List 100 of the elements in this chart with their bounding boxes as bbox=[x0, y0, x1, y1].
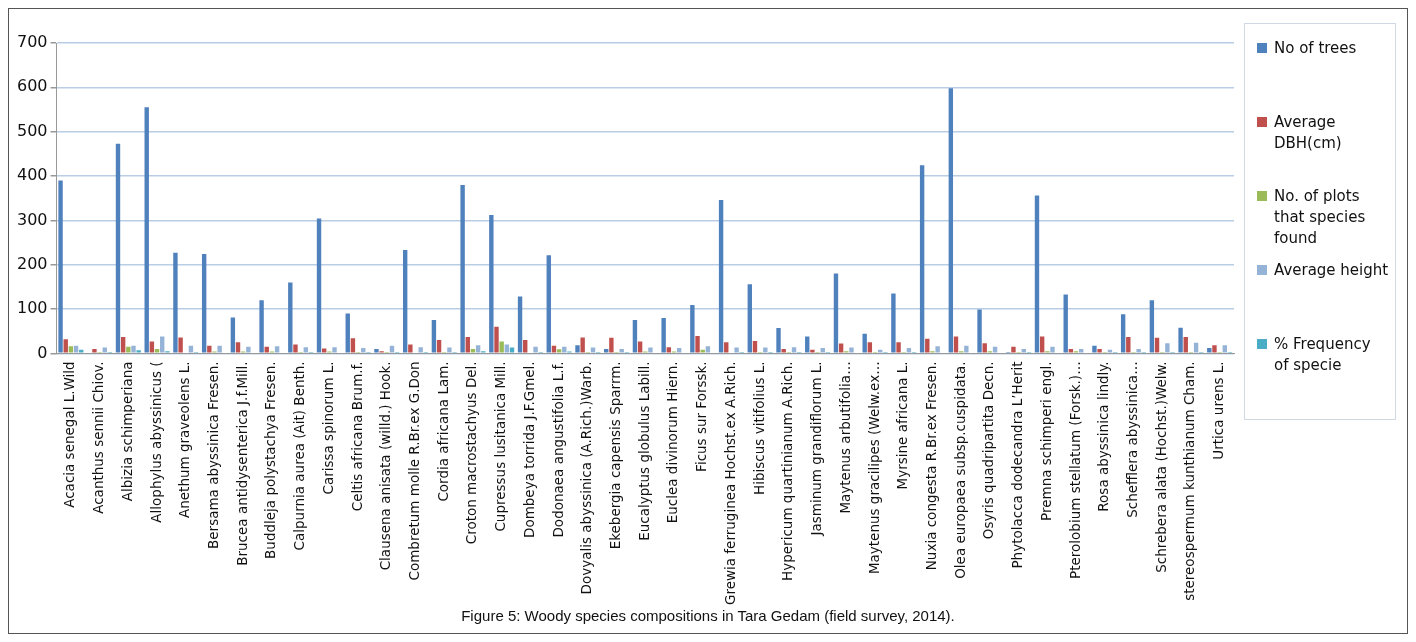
bar bbox=[964, 345, 969, 353]
y-tick-label: 100 bbox=[16, 298, 48, 318]
bar bbox=[1050, 346, 1055, 353]
bar bbox=[700, 349, 705, 353]
y-tick-label: 0 bbox=[37, 342, 48, 362]
bar bbox=[1079, 348, 1084, 353]
x-tick-label: Brucea antidysenterica J.f.Mill. bbox=[233, 361, 250, 566]
bar bbox=[562, 346, 567, 353]
x-tick-label: Dombeya torrida J.F.Gmel. bbox=[520, 361, 537, 539]
bar bbox=[293, 344, 298, 353]
bar bbox=[1107, 349, 1113, 353]
bar bbox=[533, 346, 538, 353]
bar bbox=[661, 317, 666, 353]
bar bbox=[489, 215, 494, 353]
x-tick-label: Dodonaea angustifolia L.f. bbox=[549, 361, 566, 538]
bar bbox=[1021, 348, 1026, 353]
bar bbox=[102, 347, 107, 353]
x-tick-label: Eucalyptus globulus Labill. bbox=[635, 361, 652, 541]
bar bbox=[230, 317, 236, 353]
bar bbox=[217, 345, 222, 353]
bar bbox=[374, 348, 379, 353]
x-tick-label: Clausena anisata (willd.) Hook. bbox=[377, 361, 394, 571]
legend-label: Average height bbox=[1274, 260, 1389, 281]
bar bbox=[763, 347, 768, 353]
x-tick-label: Buddleja polystachya Fresen. bbox=[262, 361, 279, 559]
bar bbox=[637, 341, 643, 353]
bar bbox=[402, 250, 408, 353]
bar bbox=[322, 348, 327, 353]
bar bbox=[264, 346, 269, 353]
x-tick-label: Combretum molle R.Br.ex G.Don bbox=[406, 361, 423, 581]
bar bbox=[1120, 314, 1126, 353]
x-tick-label: Cordia africana Lam. bbox=[434, 361, 451, 502]
x-tick-label: stereospermum kunthianum Cham. bbox=[1181, 361, 1198, 601]
x-tick-label: Nuxia congesta R.Br.ex Fresen. bbox=[922, 361, 939, 571]
bar bbox=[1039, 336, 1045, 353]
bar bbox=[953, 336, 959, 353]
x-tick-label: Ekebergia capensis Sparrm. bbox=[607, 361, 624, 550]
x-tick-label: Maytenus gracilipes (Welw.ex… bbox=[865, 361, 882, 575]
x-tick-label: Myrsine africana L. bbox=[894, 361, 911, 490]
bar bbox=[73, 345, 79, 353]
bar bbox=[350, 338, 356, 353]
bar bbox=[361, 348, 366, 353]
bar bbox=[833, 273, 839, 353]
bar bbox=[752, 340, 758, 353]
bar bbox=[1154, 337, 1160, 353]
legend-label: Average DBH(cm) bbox=[1274, 112, 1343, 154]
bar bbox=[551, 345, 557, 353]
bar bbox=[1193, 342, 1199, 353]
bar bbox=[1212, 345, 1217, 353]
bar bbox=[303, 347, 309, 353]
bar bbox=[632, 320, 638, 353]
bar bbox=[178, 337, 183, 353]
bar bbox=[431, 320, 437, 353]
x-tick-label: Acanthus sennii Chiov. bbox=[90, 361, 107, 514]
x-tick-label: Celtis africana Brum.f. bbox=[348, 361, 365, 512]
bar bbox=[160, 336, 165, 353]
x-tick-label: Osyris quadripartita Decn. bbox=[980, 361, 997, 540]
bar bbox=[201, 254, 207, 353]
x-tick-label: Urtica urens L. bbox=[1210, 361, 1227, 460]
bar bbox=[776, 328, 781, 353]
bar bbox=[705, 346, 711, 353]
x-tick-label: Premna schimperi engl. bbox=[1037, 361, 1054, 521]
x-tick-label: Hypericum quartinianum A.Rich. bbox=[779, 361, 796, 581]
bar bbox=[144, 107, 149, 353]
x-tick-label: Phytolacca dodecandra L’Herit bbox=[1009, 361, 1026, 569]
bar bbox=[345, 313, 350, 353]
bar bbox=[465, 336, 470, 353]
x-tick-label: Croton macrostachyus Del. bbox=[463, 361, 480, 545]
bar bbox=[115, 143, 121, 353]
bar bbox=[919, 165, 925, 353]
bar bbox=[935, 346, 940, 353]
bar bbox=[1068, 348, 1074, 353]
bar bbox=[509, 347, 515, 353]
bar bbox=[499, 341, 504, 353]
x-tick-label: Schrebera alata (Hochst.)Welw. bbox=[1152, 361, 1169, 573]
y-tick-label: 700 bbox=[16, 32, 48, 52]
bar bbox=[149, 341, 155, 353]
bar bbox=[235, 342, 241, 353]
bar bbox=[849, 347, 854, 353]
bar bbox=[992, 346, 998, 353]
bar bbox=[877, 349, 883, 353]
bar bbox=[690, 305, 695, 353]
bar bbox=[120, 336, 126, 353]
bar bbox=[470, 348, 476, 353]
bar bbox=[259, 300, 264, 353]
bar bbox=[734, 347, 739, 353]
x-tick-label: Dovyalis abyssinica (A.Rich.)Warb. bbox=[578, 361, 595, 595]
bar bbox=[131, 345, 136, 353]
bar bbox=[1034, 195, 1040, 353]
bar bbox=[1097, 348, 1102, 353]
x-tick-label: Albizia schimperiana bbox=[118, 361, 135, 502]
bar bbox=[408, 344, 413, 353]
x-tick-label: Pterolobium stellatum (Forsk.)… bbox=[1066, 361, 1083, 579]
bar bbox=[389, 345, 395, 353]
bar bbox=[810, 349, 815, 353]
bar bbox=[288, 282, 293, 353]
bar bbox=[948, 88, 954, 353]
bar bbox=[1207, 348, 1212, 353]
y-tick-label: 500 bbox=[16, 120, 48, 140]
bar bbox=[58, 180, 63, 353]
